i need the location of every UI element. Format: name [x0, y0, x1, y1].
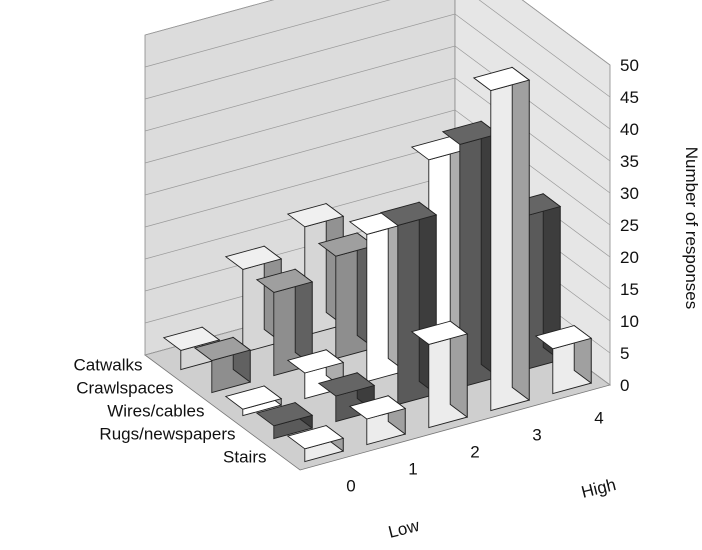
gridline	[144, 109, 611, 226]
y-tick-label: 20	[620, 248, 639, 267]
x-tick-label: 4	[594, 409, 603, 428]
category-label: Catwalks	[74, 356, 143, 375]
bar	[534, 324, 593, 395]
x-axis-tick-labels: 0 1 2 3 4	[346, 409, 603, 496]
x-tick-label: 3	[532, 426, 541, 445]
bar	[193, 336, 252, 394]
x-tick-label: 0	[346, 477, 355, 496]
x-tick-label: 2	[470, 443, 479, 462]
y-axis-tick-labels: 0 5 10 15 20 25 30 35 40 45 50	[620, 56, 639, 395]
y-tick-label: 50	[620, 56, 639, 75]
bar	[255, 268, 314, 377]
bar	[348, 394, 407, 446]
y-tick-label: 0	[620, 376, 629, 395]
bar	[472, 66, 531, 412]
category-label: Crawlspaces	[76, 379, 173, 398]
bar	[224, 385, 283, 417]
chart-bars	[162, 66, 593, 463]
y-tick-label: 30	[620, 184, 639, 203]
gridline	[144, 45, 611, 162]
y-tick-label: 15	[620, 280, 639, 299]
y-tick-label: 40	[620, 120, 639, 139]
bar	[410, 320, 469, 429]
y-tick-label: 5	[620, 344, 629, 363]
x-tick-label: 1	[408, 460, 417, 479]
bar	[286, 424, 345, 463]
category-labels: Stairs Rugs/newspapers Wires/cables Crawlsp…	[74, 356, 267, 467]
y-tick-label: 25	[620, 216, 639, 235]
x-axis-high-label: High	[579, 475, 618, 502]
y-tick-label: 45	[620, 88, 639, 107]
category-label: Rugs/newspapers	[99, 425, 235, 444]
category-label: Stairs	[223, 448, 266, 467]
x-axis-low-label: Low	[386, 516, 422, 542]
y-tick-label: 10	[620, 312, 639, 331]
gridline	[144, 13, 611, 130]
gridline	[144, 0, 611, 66]
gridline	[144, 77, 611, 194]
bar	[255, 401, 314, 440]
gridline	[144, 0, 611, 98]
y-tick-label: 35	[620, 152, 639, 171]
y-axis-label: Number of responses	[682, 147, 701, 310]
category-label: Wires/cables	[107, 402, 204, 421]
